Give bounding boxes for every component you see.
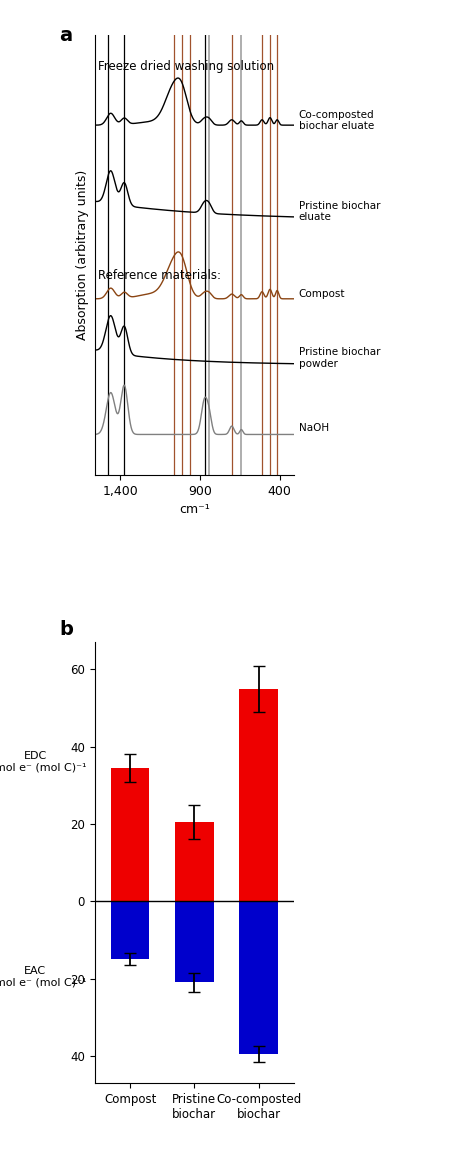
Text: a: a (59, 25, 72, 45)
Text: Compost: Compost (299, 289, 345, 300)
Text: b: b (59, 621, 73, 639)
Text: EDC
mmol e⁻ (mol C)⁻¹: EDC mmol e⁻ (mol C)⁻¹ (0, 751, 86, 772)
Bar (111, 901, 149, 960)
Text: Pristine biochar
powder: Pristine biochar powder (299, 347, 380, 369)
Bar (239, 689, 278, 901)
Text: Reference materials:: Reference materials: (98, 268, 221, 281)
Text: Pristine biochar
eluate: Pristine biochar eluate (299, 200, 380, 222)
Y-axis label: Absorption (arbitrary units): Absorption (arbitrary units) (76, 169, 89, 340)
Bar (239, 901, 278, 1054)
Bar (111, 768, 149, 901)
Bar (175, 823, 214, 901)
Bar (175, 901, 214, 983)
Text: EAC
mmol e⁻ (mol C)⁻¹: EAC mmol e⁻ (mol C)⁻¹ (0, 967, 86, 988)
Text: NaOH: NaOH (299, 423, 329, 432)
X-axis label: cm⁻¹: cm⁻¹ (179, 503, 210, 516)
Text: Freeze dried washing solution: Freeze dried washing solution (98, 60, 274, 73)
Text: Co-composted
biochar eluate: Co-composted biochar eluate (299, 109, 374, 131)
